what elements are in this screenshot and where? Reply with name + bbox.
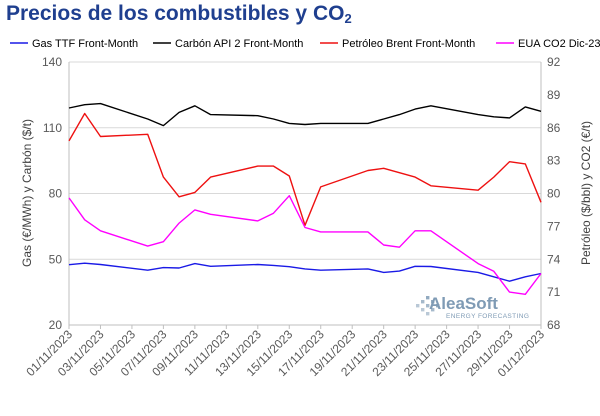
- right-tick-label: 77: [547, 219, 561, 233]
- plot-frame: [68, 62, 542, 326]
- right-tick-label: 80: [547, 187, 561, 201]
- series-line-2: [68, 102, 542, 127]
- left-tick-label: 50: [49, 252, 63, 266]
- legend-label: Gas TTF Front-Month: [32, 38, 138, 50]
- right-tick-label: 74: [547, 252, 561, 266]
- gridlines: [69, 61, 541, 326]
- right-tick-label: 92: [547, 55, 561, 69]
- logo-mark: [431, 308, 435, 312]
- logo-mark: [421, 300, 425, 304]
- left-tick-label: 110: [43, 121, 62, 135]
- chart-title: Precios de los combustibles y CO2: [6, 2, 352, 26]
- logo-mark: [426, 304, 430, 308]
- right-tick-label: 83: [547, 154, 561, 168]
- left-axis-ticks: 20 50 80 110 140: [42, 55, 62, 332]
- logo-mark: [416, 304, 420, 308]
- series-lines: [68, 102, 542, 295]
- logo-mark: [431, 300, 435, 304]
- right-tick-label: 68: [547, 318, 561, 332]
- right-tick-label: 89: [547, 88, 561, 102]
- right-tick-label: 86: [547, 121, 561, 135]
- right-axis-title: Petróleo ($/bbl) y CO2 (€/t): [579, 121, 593, 265]
- logo-tagline: ENERGY FORECASTING: [446, 313, 529, 320]
- left-axis-title: Gas (€/MWh) y Carbón ($/t): [20, 119, 34, 267]
- legend: Gas TTF Front-Month Carbón API 2 Front-Mo…: [10, 38, 600, 50]
- legend-label: Carbón API 2 Front-Month: [175, 38, 303, 50]
- logo-mark: [426, 296, 430, 300]
- right-axis-ticks: 68 71 74 77 80 83 86 89 92: [547, 55, 561, 332]
- logo-name: AleaSoft: [429, 294, 498, 313]
- logo-mark: [421, 308, 425, 312]
- series-line-3: [68, 112, 542, 227]
- left-tick-label: 80: [49, 187, 63, 201]
- logo-mark: [436, 304, 440, 308]
- left-tick-label: 20: [49, 318, 63, 332]
- right-tick-label: 71: [547, 285, 561, 299]
- left-tick-label: 140: [42, 55, 62, 69]
- series-line-1: [68, 262, 542, 282]
- legend-label: EUA CO2 Dic-23: [518, 38, 600, 50]
- logo-mark: [426, 312, 430, 316]
- series-line-4: [68, 194, 542, 295]
- legend-label: Petróleo Brent Front-Month: [342, 38, 475, 50]
- x-axis-ticks: 01/11/202303/11/202305/11/202307/11/2023…: [23, 325, 547, 380]
